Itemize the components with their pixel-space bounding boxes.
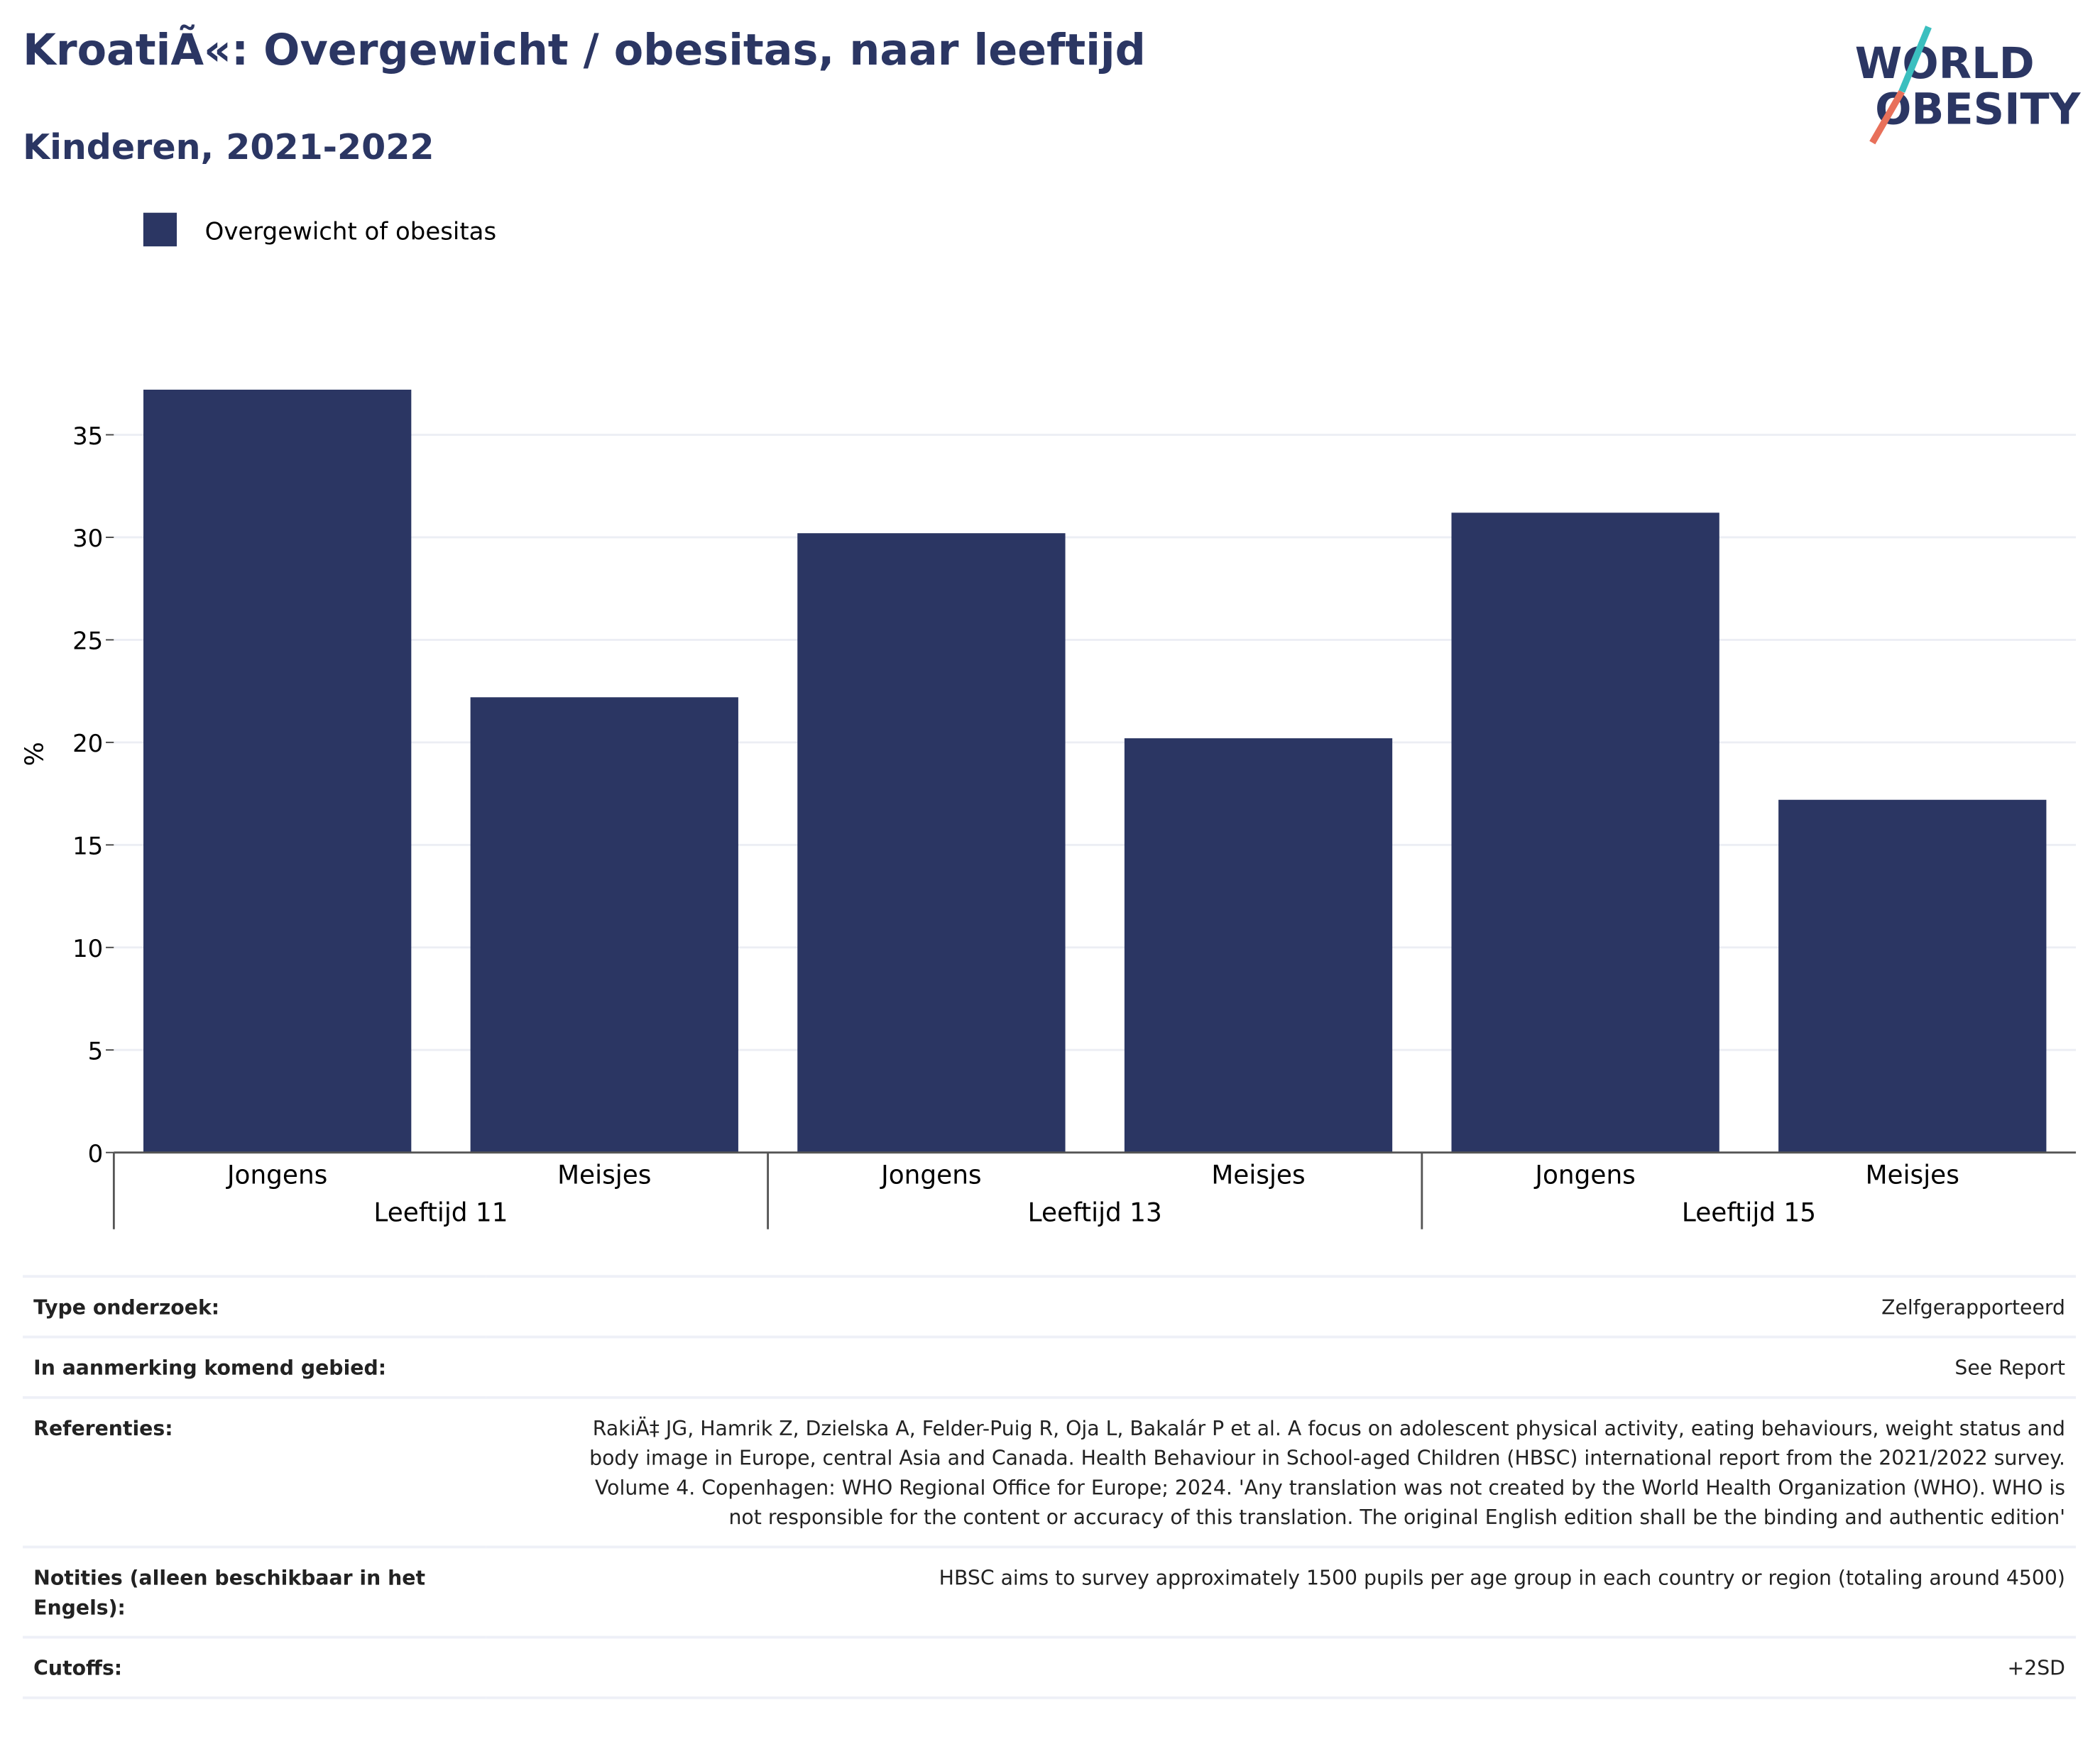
y-tick-label: 20 bbox=[72, 730, 103, 758]
row-value: Zelfgerapporteerd bbox=[486, 1275, 2077, 1339]
row-value: HBSC aims to survey approximately 1500 p… bbox=[486, 1545, 2077, 1639]
legend-swatch bbox=[143, 212, 177, 247]
y-tick-label: 10 bbox=[72, 935, 103, 963]
x-tick-label: Jongens bbox=[880, 1161, 981, 1190]
row-value: See Report bbox=[486, 1335, 2077, 1399]
row-label: Type onderzoek: bbox=[23, 1275, 486, 1339]
y-tick-label: 5 bbox=[88, 1037, 104, 1065]
row-label: In aanmerking komend gebied: bbox=[23, 1335, 486, 1399]
x-tick-label: Jongens bbox=[226, 1161, 327, 1190]
row-label: Referenties: bbox=[23, 1396, 486, 1549]
table-row: Notities (alleen beschikbaar in het Enge… bbox=[23, 1545, 2077, 1639]
bar bbox=[1451, 512, 1719, 1153]
bar bbox=[1778, 799, 2047, 1153]
y-tick-label: 30 bbox=[72, 525, 103, 553]
row-label: Cutoffs: bbox=[23, 1635, 486, 1699]
table-row: Type onderzoek: Zelfgerapporteerd bbox=[23, 1275, 2077, 1339]
chart-subtitle: Kinderen, 2021-2022 bbox=[23, 126, 434, 168]
table-row: In aanmerking komend gebied: See Report bbox=[23, 1335, 2077, 1399]
logo-slash bbox=[1898, 26, 1932, 93]
table-row: Referenties: RakiÄ‡ JG, Hamrik Z, Dzielsk… bbox=[23, 1396, 2077, 1549]
x-tick-label: Jongens bbox=[1533, 1161, 1635, 1190]
bar bbox=[797, 533, 1066, 1153]
bar bbox=[470, 697, 738, 1153]
x-tick-label: Meisjes bbox=[1866, 1161, 1959, 1190]
x-tick-label: Meisjes bbox=[557, 1161, 651, 1190]
row-label: Notities (alleen beschikbaar in het Enge… bbox=[23, 1545, 486, 1639]
row-value: RakiÄ‡ JG, Hamrik Z, Dzielska A, Felder-… bbox=[486, 1396, 2077, 1549]
x-tick-label: Meisjes bbox=[1211, 1161, 1305, 1190]
bar bbox=[1124, 738, 1393, 1153]
group-label: Leeftijd 13 bbox=[1028, 1198, 1162, 1227]
y-tick-label: 35 bbox=[72, 422, 103, 451]
bar bbox=[143, 389, 412, 1153]
chart-title: KroatiÃ«: Overgewicht / obesitas, naar l… bbox=[23, 24, 1146, 75]
legend-label: Overgewicht of obesitas bbox=[205, 218, 497, 246]
y-tick-label: 15 bbox=[72, 833, 103, 861]
y-axis-label: % bbox=[20, 742, 49, 766]
table-row: Cutoffs: +2SD bbox=[23, 1635, 2077, 1699]
row-value: +2SD bbox=[486, 1635, 2077, 1699]
y-tick-label: 0 bbox=[88, 1140, 104, 1168]
group-label: Leeftijd 11 bbox=[373, 1198, 508, 1227]
logo-slash bbox=[1869, 89, 1905, 145]
logo-text: OBESITY bbox=[1875, 84, 2081, 134]
chart: KroatiÃ«: Overgewicht / obesitas, naar l… bbox=[20, 24, 2082, 1229]
group-label: Leeftijd 15 bbox=[1682, 1198, 1816, 1227]
info-table: Type onderzoek: Zelfgerapporteerd In aanme… bbox=[23, 1275, 2077, 1699]
y-tick-label: 25 bbox=[72, 627, 103, 656]
logo-text: WORLD bbox=[1855, 39, 2035, 89]
